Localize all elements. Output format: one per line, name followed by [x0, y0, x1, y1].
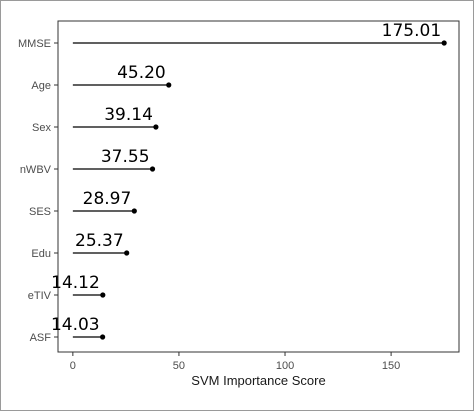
y-tick-label-age: Age [31, 80, 51, 92]
point-etiv [100, 292, 106, 298]
plot-panel-border [57, 20, 460, 353]
x-tick-label-50: 50 [173, 360, 185, 372]
y-tick-label-sex: Sex [32, 122, 51, 134]
y-tick-label-etiv: eTIV [28, 290, 52, 302]
value-label-edu: 25.37 [75, 231, 124, 251]
point-sex [153, 124, 159, 130]
x-tick-label-150: 150 [382, 360, 400, 372]
y-tick-label-ses: SES [29, 206, 51, 218]
point-ses [131, 208, 137, 214]
y-tick-label-nwbv: nWBV [20, 164, 52, 176]
x-axis-title: SVM Importance Score [191, 373, 325, 388]
x-tick-label-0: 0 [70, 360, 76, 372]
value-label-asf: 14.03 [51, 315, 100, 335]
point-age [166, 82, 172, 88]
value-label-nwbv: 37.55 [101, 147, 150, 167]
point-mmse [441, 40, 447, 46]
y-tick-label-mmse: MMSE [18, 38, 51, 50]
point-asf [100, 334, 106, 340]
value-label-sex: 39.14 [104, 105, 153, 125]
point-nwbv [149, 166, 156, 172]
value-label-mmse: 175.01 [382, 21, 441, 41]
x-tick-label-100: 100 [276, 360, 294, 372]
value-label-age: 45.20 [117, 63, 166, 83]
point-edu [124, 250, 130, 256]
chart-marks: 0 50 100 150 MMSE 175.01 Age 45.20 Sex 39.14 nWBV 3… [18, 21, 447, 372]
y-tick-label-asf: ASF [30, 332, 52, 344]
value-label-ses: 28.97 [83, 189, 132, 209]
y-tick-label-edu: Edu [31, 248, 51, 260]
value-label-etiv: 14.12 [51, 273, 100, 293]
